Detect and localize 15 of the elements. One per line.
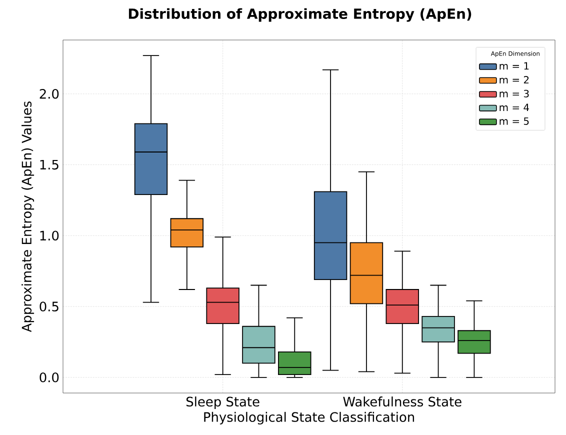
- x-axis-title: Physiological State Classification: [204, 412, 414, 424]
- y-tick-label: 0.0: [40, 372, 59, 382]
- y-tick-label: 0.5: [40, 302, 58, 312]
- legend-label: m = 2: [500, 76, 529, 84]
- legend-label: m = 4: [500, 104, 529, 111]
- chart-title: Distribution of Approximate Entropy (ApEn): [128, 8, 472, 22]
- legend-label: m = 5: [500, 117, 529, 125]
- legend-label: m = 1: [500, 62, 529, 70]
- y-tick-label: 1.5: [40, 160, 58, 170]
- x-tick-label: Wakefulness State: [343, 396, 462, 407]
- y-tick-label: 2.0: [40, 88, 59, 99]
- y-axis-title: Approximate Entropy (ApEn) Values: [21, 101, 34, 332]
- y-tick-label: 1.0: [40, 230, 59, 241]
- x-tick-label: Sleep State: [186, 396, 260, 410]
- legend-label: m = 3: [500, 90, 529, 98]
